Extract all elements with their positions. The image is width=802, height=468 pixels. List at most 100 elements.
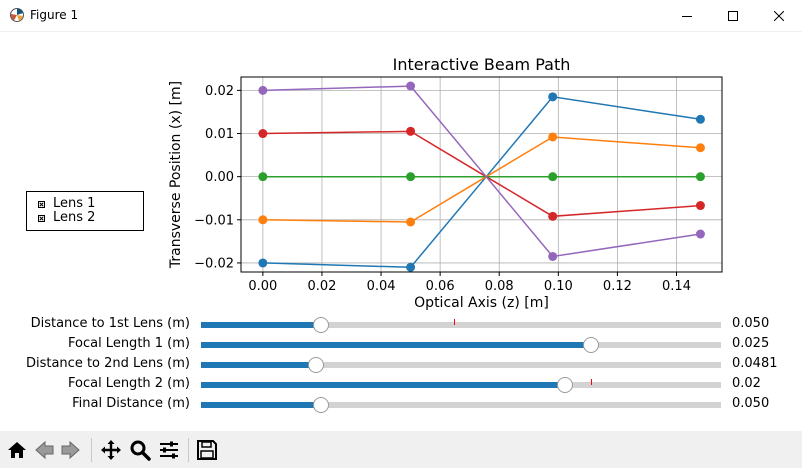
back-button[interactable] (31, 437, 57, 463)
home-icon (8, 442, 26, 458)
x-tick-label: 0.14 (662, 279, 691, 294)
series-line (262, 130, 701, 218)
forward-button[interactable] (58, 437, 84, 463)
slider-value: 0.050 (732, 396, 770, 411)
lens-1-label: Lens 1 (53, 196, 96, 211)
maximize-button[interactable] (710, 0, 756, 31)
pan-icon (101, 440, 121, 460)
slider-track[interactable] (201, 357, 721, 373)
configure-subplots-icon (160, 441, 178, 459)
slider-track[interactable] (201, 317, 721, 333)
beam-path-chart[interactable]: 0.00 0.02 0.04 0.06 0.08 0.10 0.12 0.14 −0.02 −0.… (0, 31, 802, 321)
home-button[interactable] (4, 437, 30, 463)
pan-button[interactable] (98, 437, 124, 463)
maximize-icon (728, 10, 738, 21)
x-tick-label: 0.00 (248, 279, 277, 294)
series-3 (258, 126, 705, 221)
data-point (258, 172, 268, 182)
zoom-button[interactable] (127, 437, 153, 463)
slider-handle[interactable] (307, 357, 324, 373)
data-point (406, 217, 416, 227)
data-point (258, 129, 268, 139)
slider-initial-marker (591, 379, 592, 385)
data-point (406, 172, 416, 182)
slider-handle[interactable] (312, 397, 329, 413)
lens-checkbox-panel: Lens 1 Lens 2 (26, 191, 144, 231)
data-point (258, 85, 268, 95)
forward-icon (61, 440, 80, 460)
back-icon (35, 440, 54, 460)
window-title: Figure 1 (30, 8, 79, 22)
slider-distance-1st-lens: Distance to 1st Lens (m) 0.050 (0, 315, 802, 335)
close-icon (774, 10, 784, 21)
lens-2-checkbox[interactable]: Lens 2 (38, 211, 95, 225)
data-point (258, 215, 268, 225)
x-tick-label: 0.10 (544, 279, 573, 294)
chart-title: Interactive Beam Path (393, 55, 571, 74)
series-line (262, 95, 701, 269)
checkbox-box-icon[interactable] (38, 214, 45, 222)
data-point (548, 132, 558, 142)
series-line (262, 85, 701, 258)
slider-fill (201, 402, 321, 408)
series-line (262, 136, 701, 223)
zoom-icon (130, 440, 151, 461)
slider-value: 0.025 (732, 336, 770, 351)
tick-layer: 0.00 0.02 0.04 0.06 0.08 0.10 0.12 0.14 −0.02 −0.… (194, 84, 691, 294)
data-point (406, 126, 416, 136)
minimize-icon (682, 15, 692, 17)
slider-track[interactable] (201, 337, 721, 353)
data-point (695, 229, 705, 239)
save-icon (197, 440, 217, 460)
minimize-button[interactable] (664, 0, 710, 31)
slider-fill (201, 382, 565, 388)
x-tick-label: 0.08 (485, 279, 514, 294)
window-titlebar: Figure 1 (0, 0, 802, 32)
lens-1-checkbox[interactable]: Lens 1 (38, 197, 95, 211)
data-point (695, 114, 705, 124)
data-point (548, 92, 558, 102)
slider-fill (201, 362, 316, 368)
x-tick-label: 0.04 (367, 279, 396, 294)
matplotlib-icon (10, 8, 24, 22)
y-tick-label: −0.01 (194, 213, 234, 228)
x-tick-label: 0.02 (307, 279, 336, 294)
y-tick-label: −0.02 (194, 256, 234, 271)
slider-handle[interactable] (583, 337, 599, 353)
data-point (548, 251, 558, 261)
data-point (406, 81, 416, 91)
navigation-toolbar (0, 431, 802, 468)
slider-track[interactable] (201, 397, 721, 413)
slider-handle[interactable] (557, 377, 573, 393)
data-point (548, 172, 558, 182)
data-point (406, 262, 416, 272)
y-tick-label: 0.01 (205, 127, 234, 142)
y-tick-label: 0.00 (205, 170, 234, 185)
slider-label: Focal Length 1 (m) (67, 336, 190, 351)
slider-initial-marker (454, 319, 456, 325)
series-4 (258, 81, 705, 261)
data-point (695, 143, 705, 153)
close-button[interactable] (756, 0, 802, 31)
x-tick-label: 0.12 (603, 279, 632, 294)
series-layer (258, 81, 705, 272)
slider-focal-length-2: Focal Length 2 (m) 0.02 (0, 375, 802, 395)
slider-fill (201, 322, 321, 328)
data-point (258, 258, 268, 268)
slider-distance-2nd-lens: Distance to 2nd Lens (m) 0.0481 (0, 355, 802, 375)
slider-focal-length-1: Focal Length 1 (m) 0.025 (0, 335, 802, 355)
data-point (548, 211, 558, 221)
grid-lines (241, 77, 722, 272)
slider-final-distance: Final Distance (m) 0.050 (0, 395, 802, 415)
checkbox-box-icon[interactable] (38, 200, 45, 208)
series-0 (258, 92, 705, 272)
slider-track[interactable] (201, 377, 721, 393)
axes-frame (240, 76, 723, 273)
data-point (695, 172, 705, 182)
save-button[interactable] (194, 437, 220, 463)
lens-2-label: Lens 2 (53, 210, 96, 225)
configure-subplots-button[interactable] (156, 437, 182, 463)
slider-value: 0.02 (732, 376, 761, 391)
slider-value: 0.050 (732, 316, 770, 331)
slider-handle[interactable] (312, 317, 329, 333)
